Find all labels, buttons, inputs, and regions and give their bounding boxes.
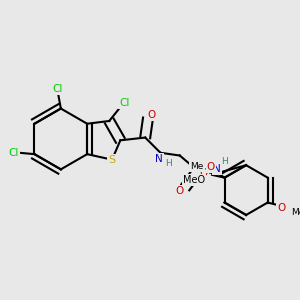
Text: Cl: Cl <box>119 98 130 108</box>
Text: O: O <box>200 169 208 178</box>
Text: MeO: MeO <box>183 175 205 185</box>
Text: H: H <box>220 158 227 166</box>
Text: Me: Me <box>291 208 300 217</box>
Text: N: N <box>155 154 163 164</box>
Text: O: O <box>207 162 215 172</box>
Text: Me: Me <box>190 162 204 171</box>
Text: H: H <box>165 159 172 168</box>
Text: Cl: Cl <box>53 84 63 94</box>
Text: O: O <box>175 187 183 196</box>
Text: O: O <box>278 203 286 213</box>
Text: N: N <box>213 164 221 173</box>
Text: S: S <box>109 155 116 165</box>
Text: Cl: Cl <box>9 148 19 158</box>
Text: O: O <box>147 110 155 120</box>
